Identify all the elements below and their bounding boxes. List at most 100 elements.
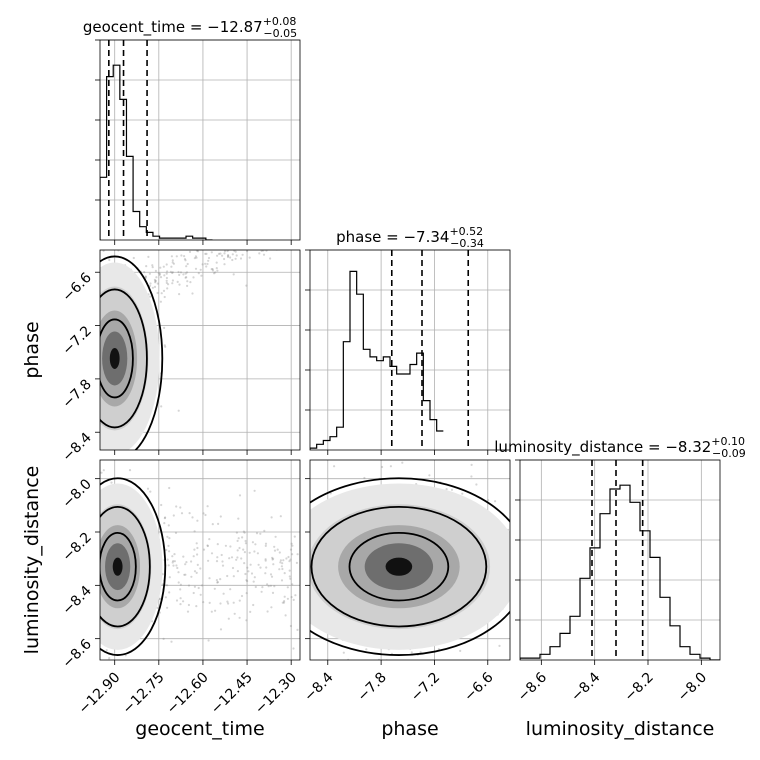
x-tick-label: −12.45	[208, 670, 256, 718]
sample-point	[83, 348, 85, 350]
sample-point	[89, 503, 91, 505]
sample-point	[205, 265, 208, 268]
sample-point	[294, 649, 296, 651]
sample-point	[254, 543, 257, 546]
sample-point	[165, 263, 168, 266]
contour-line	[348, 531, 450, 602]
ylabel-phase: phase	[21, 321, 43, 378]
sample-point	[231, 253, 234, 256]
sample-point	[96, 295, 98, 297]
sample-point	[227, 254, 230, 257]
sample-point	[88, 361, 90, 363]
sample-point	[62, 284, 64, 286]
sample-point	[264, 559, 267, 562]
sample-point	[381, 465, 384, 469]
sample-point	[248, 256, 251, 259]
sample-point	[232, 575, 235, 578]
sample-point	[92, 554, 94, 556]
sample-point	[175, 564, 178, 567]
sample-point	[96, 564, 98, 566]
sample-point	[249, 610, 252, 614]
sample-point	[197, 586, 200, 590]
sample-point	[92, 604, 94, 606]
sample-point	[186, 610, 190, 613]
sample-point	[292, 566, 294, 568]
sample-point	[289, 558, 292, 561]
sample-point	[149, 284, 152, 287]
sample-point	[277, 228, 279, 230]
x-tick-label: −8.0	[675, 670, 710, 705]
sample-point	[166, 270, 169, 273]
sample-point	[93, 398, 95, 400]
sample-point	[108, 657, 111, 660]
histogram-geocent_time	[100, 64, 213, 240]
sample-point	[219, 229, 221, 231]
sample-point	[268, 228, 270, 230]
sample-point	[266, 539, 268, 541]
sample-point	[236, 539, 239, 543]
sample-point	[154, 269, 157, 272]
contour-line	[100, 531, 137, 602]
sample-point	[210, 552, 214, 555]
sample-point	[166, 535, 169, 538]
sample-point	[272, 557, 275, 560]
sample-point	[82, 355, 84, 357]
sample-point	[217, 522, 220, 526]
sample-point	[276, 231, 278, 233]
sample-point	[306, 613, 308, 615]
panel-frame	[309, 249, 511, 451]
sample-point	[234, 257, 237, 260]
sample-point	[253, 234, 255, 236]
sample-point	[93, 587, 95, 589]
sample-point	[81, 527, 83, 529]
sample-point	[244, 223, 246, 225]
sample-point	[157, 272, 160, 275]
sample-point	[234, 250, 237, 253]
sample-point	[459, 649, 462, 653]
panel-content	[81, 469, 299, 660]
sample-point	[265, 250, 268, 252]
sample-point	[222, 231, 224, 233]
sample-point	[187, 245, 189, 247]
sample-point	[85, 402, 87, 404]
sample-point	[178, 283, 181, 286]
sample-point	[90, 426, 92, 428]
sample-point	[278, 551, 281, 554]
sample-point	[84, 370, 86, 372]
sample-point	[194, 255, 197, 258]
sample-point	[206, 262, 209, 266]
sample-point	[171, 261, 174, 264]
sample-point	[168, 576, 171, 579]
sample-point	[281, 230, 283, 232]
sample-point	[207, 639, 210, 642]
sample-point	[193, 530, 196, 533]
sample-point	[192, 276, 195, 279]
sample-point	[281, 601, 284, 604]
sample-point	[211, 268, 214, 271]
sample-point	[273, 585, 276, 588]
sample-point	[202, 601, 205, 604]
sample-point	[333, 465, 336, 468]
sample-point	[214, 609, 217, 612]
sample-point	[265, 566, 268, 569]
sample-point	[95, 368, 97, 370]
title-phase: phase = −7.34+0.52 −0.34	[336, 225, 484, 250]
sample-point	[94, 577, 96, 579]
sample-point	[88, 559, 90, 561]
sample-point	[201, 263, 204, 266]
sample-point	[167, 524, 170, 527]
sample-point	[238, 616, 241, 619]
sample-point	[221, 229, 223, 231]
sample-point	[96, 348, 98, 350]
sample-point	[250, 572, 254, 575]
sample-point	[177, 245, 179, 247]
sample-point	[264, 572, 267, 575]
sample-point	[90, 567, 92, 569]
sample-point	[227, 602, 230, 605]
sample-point	[264, 544, 267, 548]
sample-point	[296, 553, 299, 556]
sample-point	[163, 274, 166, 277]
sample-point	[300, 563, 302, 565]
sample-point	[185, 265, 188, 268]
sample-point	[222, 240, 224, 242]
